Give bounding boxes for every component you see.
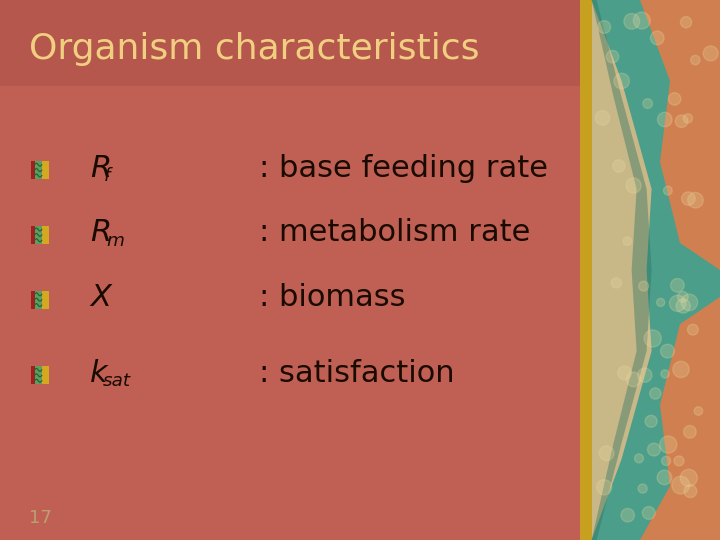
Circle shape: [683, 114, 693, 123]
Circle shape: [649, 388, 661, 399]
Bar: [0, 0, 580, 86]
Text: m: m: [106, 232, 124, 250]
Circle shape: [668, 93, 681, 105]
Circle shape: [642, 507, 655, 519]
Circle shape: [661, 370, 669, 378]
Circle shape: [682, 192, 695, 205]
Bar: [30, 226, 49, 244]
Circle shape: [680, 17, 692, 28]
Polygon shape: [592, 0, 652, 540]
Circle shape: [595, 111, 610, 125]
Text: f: f: [104, 167, 110, 185]
Circle shape: [681, 294, 698, 310]
Circle shape: [618, 366, 631, 380]
Text: X: X: [90, 283, 111, 312]
Circle shape: [634, 454, 644, 463]
Bar: [30, 366, 35, 384]
Bar: [30, 161, 35, 179]
Circle shape: [660, 344, 675, 358]
Circle shape: [675, 115, 688, 127]
Bar: [42, 226, 49, 244]
Circle shape: [694, 407, 703, 415]
Circle shape: [688, 324, 698, 335]
Circle shape: [626, 372, 641, 387]
Text: R: R: [90, 218, 112, 247]
Circle shape: [690, 55, 700, 65]
Circle shape: [645, 415, 657, 427]
Text: R: R: [90, 153, 112, 183]
Text: : satisfaction: : satisfaction: [259, 359, 455, 388]
Circle shape: [638, 368, 652, 382]
Circle shape: [626, 178, 641, 193]
Circle shape: [621, 508, 634, 522]
Bar: [42, 366, 49, 384]
Circle shape: [611, 278, 621, 288]
Circle shape: [638, 484, 647, 493]
Circle shape: [683, 426, 696, 438]
Circle shape: [650, 31, 664, 45]
Bar: [30, 161, 49, 179]
Text: : biomass: : biomass: [259, 283, 405, 312]
Circle shape: [703, 46, 718, 61]
Polygon shape: [640, 297, 720, 540]
Circle shape: [623, 237, 631, 245]
Bar: [42, 291, 49, 309]
Circle shape: [672, 476, 690, 494]
Bar: [580, 0, 592, 540]
Text: sat: sat: [103, 372, 131, 390]
Circle shape: [634, 12, 650, 29]
Text: : base feeding rate: : base feeding rate: [259, 153, 548, 183]
Circle shape: [678, 292, 688, 302]
Bar: [30, 291, 35, 309]
Circle shape: [613, 160, 625, 172]
Text: k: k: [90, 359, 107, 388]
Polygon shape: [640, 0, 720, 270]
Circle shape: [599, 446, 614, 461]
Circle shape: [660, 436, 677, 453]
Circle shape: [624, 14, 639, 29]
Circle shape: [657, 112, 672, 127]
Bar: [30, 366, 49, 384]
Circle shape: [647, 443, 660, 456]
Circle shape: [670, 279, 684, 292]
Circle shape: [644, 330, 661, 347]
Circle shape: [673, 361, 689, 377]
Circle shape: [643, 99, 652, 109]
Circle shape: [674, 456, 684, 466]
Circle shape: [688, 192, 703, 208]
Circle shape: [639, 281, 649, 291]
Circle shape: [680, 469, 698, 487]
Circle shape: [606, 50, 618, 63]
Circle shape: [662, 456, 670, 465]
Text: 17: 17: [29, 509, 52, 528]
Text: : metabolism rate: : metabolism rate: [259, 218, 531, 247]
Circle shape: [657, 470, 672, 485]
Circle shape: [663, 186, 672, 195]
Bar: [30, 226, 35, 244]
Circle shape: [670, 295, 685, 312]
Circle shape: [676, 299, 690, 313]
Text: Organism characteristics: Organism characteristics: [29, 32, 480, 65]
Circle shape: [598, 21, 611, 33]
Circle shape: [614, 73, 629, 89]
Bar: [30, 291, 49, 309]
Circle shape: [657, 298, 665, 307]
Bar: [42, 161, 49, 179]
Polygon shape: [592, 0, 720, 540]
Circle shape: [597, 480, 612, 495]
Bar: [580, 0, 720, 540]
Circle shape: [684, 485, 697, 497]
